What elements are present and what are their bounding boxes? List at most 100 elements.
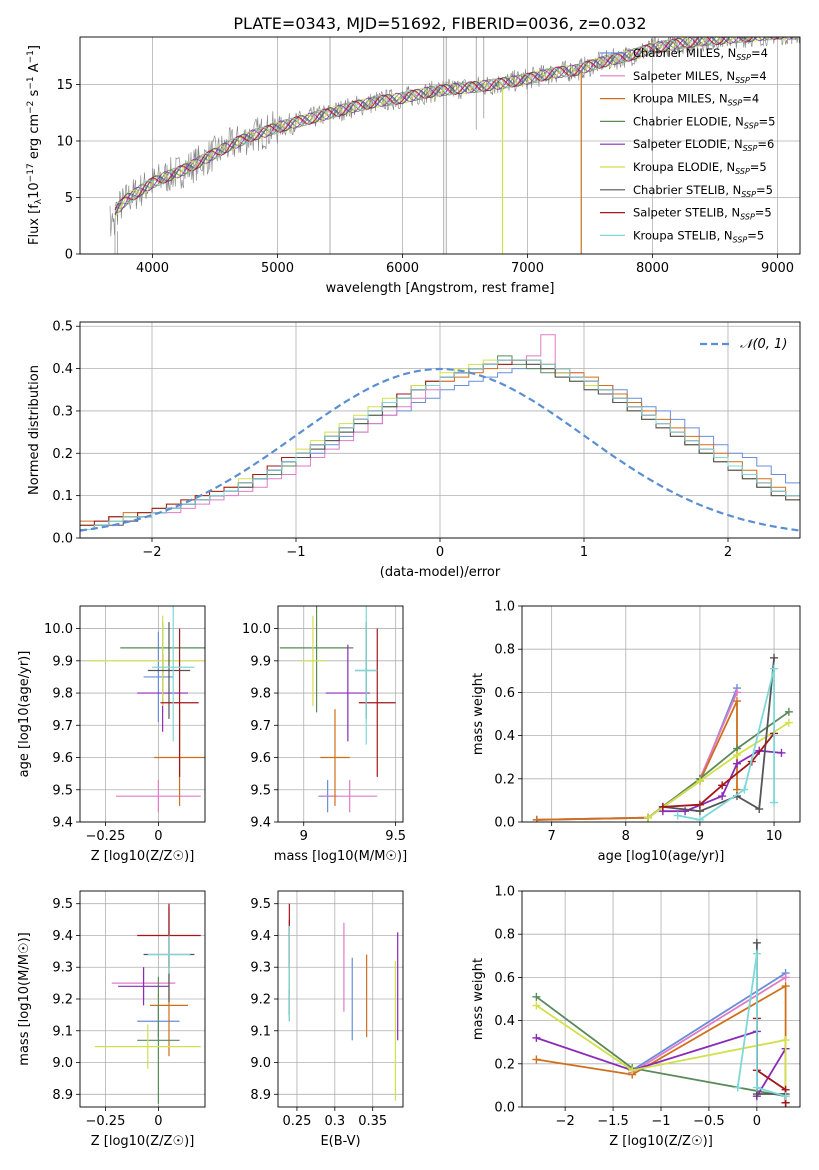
y-tick-label: 9.8 (52, 687, 73, 702)
weight-marker (718, 792, 727, 801)
weight-marker (740, 785, 749, 794)
weight-series-line (631, 972, 787, 1072)
y-tick-label: 9.5 (250, 783, 271, 798)
weight-marker (781, 982, 790, 991)
spectrum-model-line (114, 37, 785, 216)
x-tick-label: 9 (300, 829, 308, 844)
y-axis-label: Normed distribution (27, 365, 42, 495)
axes-frame (521, 890, 801, 1108)
x-tick-label: −0.25 (86, 829, 126, 844)
x-tick-label: 4000 (136, 261, 169, 276)
weight-marker (784, 718, 793, 727)
y-tick-label: 0.2 (494, 772, 515, 787)
x-tick-label: 9.5 (385, 829, 406, 844)
grid (278, 891, 403, 1107)
y-axis-label: mass weight (471, 958, 486, 1040)
weight-marker (784, 707, 793, 716)
weight-series-line (736, 953, 786, 1098)
errorbar-point (320, 709, 350, 806)
x-tick-label: 0.25 (282, 1114, 311, 1129)
y-tick-label: 0.0 (494, 816, 515, 831)
y-tick-label: 0.6 (494, 686, 515, 701)
axes-frame (277, 605, 404, 823)
weight-marker (781, 1036, 790, 1045)
axes-frame (79, 321, 801, 539)
y-tick-label: 9.3 (52, 961, 73, 976)
legend-label: Kroupa STELIB, NSSP=5 (633, 228, 764, 244)
errorbar-point (116, 780, 201, 813)
x-tick-label: 7 (548, 829, 556, 844)
x-axis-label: Z [log10(Z/Z☉)] (91, 849, 195, 864)
errorbar-point (118, 967, 169, 1006)
y-tick-label: 9.5 (52, 783, 73, 798)
x-tick-label: 10 (766, 829, 783, 844)
axes-spectrum: 4000 5000 6000 7000 8000 9000 0 5 10 15 wavelength… (26, 36, 801, 296)
y-tick-label: 9.5 (250, 897, 271, 912)
legend-label: 𝒩(0, 1) (740, 337, 787, 352)
legend-label: Chabrier STELIB, NSSP=5 (633, 183, 773, 199)
y-tick-label: 9.4 (250, 929, 271, 944)
x-axis-label: E(B-V) (320, 1134, 360, 1149)
y-tick-label: 10.0 (242, 622, 271, 637)
x-tick-label: 0 (154, 1114, 162, 1129)
weight-marker (628, 1066, 637, 1075)
errorbar-point (152, 606, 195, 742)
weight-marker (695, 776, 704, 785)
weight-marker (752, 1083, 761, 1092)
plot-area (532, 938, 790, 1107)
y-axis-label: age [log10(age/yr)] (17, 651, 32, 778)
axes-frame (79, 605, 206, 823)
legend-label: Salpeter ELODIE, NSSP=6 (633, 137, 774, 153)
spectrum-model-line (114, 37, 790, 217)
spectrum-model-line (114, 37, 800, 207)
plot-area (94, 903, 201, 1104)
errorbar-point (88, 615, 205, 706)
weight-marker (644, 813, 653, 822)
y-tick-label: 15 (56, 78, 73, 93)
normal-curve (80, 367, 800, 532)
x-tick-label: −0.25 (86, 1114, 126, 1129)
x-tick-label: 6000 (386, 261, 419, 276)
spectrum-legend: Chabrier MILES, NSSP=4 Salpeter MILES, NS… (600, 46, 775, 244)
x-tick-label: 8 (622, 829, 630, 844)
x-tick-label: 0 (436, 545, 444, 560)
x-axis-label: Z [log10(Z/Z☉)] (609, 1134, 713, 1149)
x-tick-label: −1.5 (597, 1114, 629, 1129)
y-tick-label: 9.4 (52, 816, 73, 831)
weight-marker (695, 800, 704, 809)
figure-title: PLATE=0343, MJD=51692, FIBERID=0036, z=0… (233, 14, 646, 33)
axes-frame (79, 36, 801, 255)
x-axis-label: (data-model)/error (380, 565, 501, 580)
weight-series-line (535, 1004, 787, 1097)
y-tick-label: 9.3 (250, 961, 271, 976)
y-tick-label: 9.6 (250, 751, 271, 766)
y-tick-label: 9.4 (52, 929, 73, 944)
weight-marker (532, 1001, 541, 1010)
legend-label: Chabrier ELODIE, NSSP=5 (633, 114, 775, 130)
weight-marker (673, 811, 682, 820)
y-tick-label: 9.4 (250, 816, 271, 831)
axes-age-vs-Z: −0.25 0 9.4 9.5 9.6 9.7 9.8 9.9 10.0 Z [log10(Z/Z… (17, 605, 206, 864)
x-axis-label: Z [log10(Z/Z☉)] (91, 1134, 195, 1149)
x-tick-label: −2 (556, 1114, 575, 1129)
weight-series-line (631, 976, 787, 1074)
errorbar-point (147, 935, 191, 974)
errorbar-point (358, 628, 396, 777)
y-tick-label: 9.2 (52, 993, 73, 1008)
x-tick-label: 7000 (511, 261, 544, 276)
errorbar-point (322, 780, 378, 813)
y-tick-label: 0.3 (52, 404, 73, 419)
x-axis-label: wavelength [Angstrom, rest frame] (326, 281, 555, 296)
weight-marker (695, 815, 704, 822)
legend-label: Kroupa MILES, NSSP=4 (633, 92, 759, 108)
y-tick-label: 0.4 (494, 729, 515, 744)
x-axis-label: age [log10(age/yr)] (598, 849, 725, 864)
y-axis-label: mass weight (471, 673, 486, 755)
x-tick-label: −0.5 (693, 1114, 725, 1129)
y-tick-label: 9.9 (52, 654, 73, 669)
weight-marker (718, 781, 727, 790)
y-tick-label: 1.0 (494, 885, 515, 900)
y-tick-label: 0.8 (494, 928, 515, 943)
y-tick-label: 9.1 (250, 1024, 271, 1039)
